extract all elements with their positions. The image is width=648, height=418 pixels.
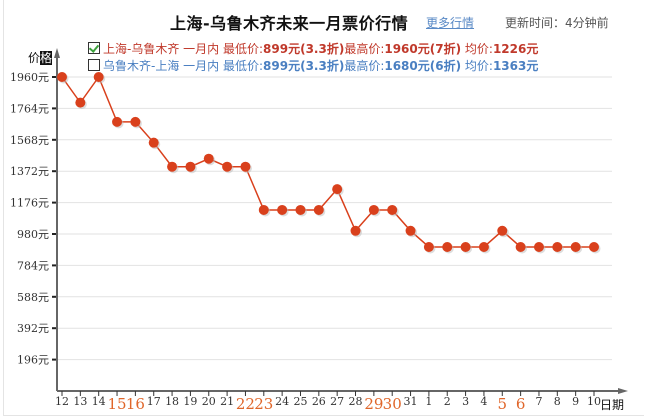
max-value: 1960元(7折)	[384, 42, 462, 56]
chart-title: 上海-乌鲁木齐未来一月票价行情	[170, 14, 409, 33]
x-tick-label: 15	[107, 395, 126, 413]
data-point[interactable]	[130, 116, 141, 127]
y-tick-label: 588元	[17, 291, 49, 304]
data-point[interactable]	[423, 241, 434, 252]
data-point[interactable]	[515, 241, 526, 252]
x-tick-label: 13	[73, 395, 87, 408]
x-tick-label: 2	[444, 395, 451, 408]
x-tick-label: 9	[572, 395, 579, 408]
update-time: 更新时间：4分钟前	[505, 16, 609, 30]
data-point[interactable]	[203, 153, 214, 164]
x-tick-label: 12	[55, 395, 69, 408]
legend-checkbox-return[interactable]	[88, 59, 100, 71]
data-point[interactable]	[497, 225, 508, 236]
legend-route: 乌鲁木齐-上海 一月内	[103, 59, 220, 73]
max-value: 1680元(6折)	[384, 59, 462, 73]
data-point[interactable]	[277, 204, 288, 215]
data-point[interactable]	[93, 72, 104, 82]
x-tick-label: 24	[275, 395, 289, 408]
x-axis-label: 日期	[600, 398, 625, 412]
x-tick-label: 29	[364, 395, 383, 413]
x-tick-label: 22	[236, 395, 255, 413]
y-axis-label: 价格	[28, 51, 53, 65]
x-axis-arrow-icon	[618, 388, 628, 394]
y-tick-label: 196元	[17, 354, 49, 367]
y-tick-label: 1372元	[10, 165, 49, 178]
y-tick-label: 1960元	[10, 71, 49, 84]
data-point[interactable]	[222, 161, 233, 172]
x-tick-label: 31	[404, 395, 418, 408]
min-label: 最低价:	[222, 59, 264, 73]
x-tick-label: 1	[425, 395, 432, 408]
max-label: 最高价:	[344, 59, 385, 73]
x-tick-label: 21	[220, 395, 234, 408]
data-point[interactable]	[57, 72, 67, 82]
avg-value: 1226元	[492, 42, 539, 56]
x-tick-label: 26	[312, 395, 326, 408]
data-point[interactable]	[368, 204, 379, 215]
avg-label: 均价:	[464, 42, 493, 56]
legend-checkbox-outbound[interactable]	[88, 42, 100, 54]
x-tick-label: 4	[480, 395, 487, 408]
data-point[interactable]	[112, 116, 123, 127]
data-point[interactable]	[442, 241, 453, 252]
data-point[interactable]	[533, 241, 544, 252]
x-tick-label: 18	[165, 395, 179, 408]
x-tick-label: 28	[349, 395, 363, 408]
x-tick-label: 19	[183, 395, 197, 408]
x-tick-label: 20	[202, 395, 216, 408]
avg-value: 1363元	[492, 59, 539, 73]
legend-item-outbound: 上海-乌鲁木齐 一月内 最低价:899元(3.3折)最高价:1960元(7折) …	[88, 40, 538, 57]
data-point[interactable]	[258, 204, 269, 215]
x-tick-label: 7	[535, 395, 542, 408]
max-label: 最高价:	[344, 42, 385, 56]
y-tick-label: 1764元	[10, 102, 49, 115]
x-tick-label: 30	[383, 395, 402, 413]
y-tick-label: 784元	[17, 259, 49, 272]
data-point[interactable]	[185, 161, 196, 172]
y-tick-label: 1568元	[10, 134, 49, 147]
series-line	[61, 75, 594, 248]
y-tick-label: 392元	[17, 322, 49, 335]
x-tick-label: 8	[554, 395, 561, 408]
legend-route: 上海-乌鲁木齐 一月内	[103, 42, 220, 56]
y-axis-arrow-icon	[54, 48, 60, 58]
data-point[interactable]	[387, 204, 398, 215]
chart-frame	[3, 0, 644, 416]
data-point[interactable]	[167, 161, 178, 172]
data-point[interactable]	[332, 184, 343, 195]
x-tick-label: 10	[587, 395, 601, 408]
x-tick-label: 16	[126, 395, 145, 413]
more-trends-link[interactable]: 更多行情	[426, 16, 475, 30]
min-value: 899元(3.3折)	[263, 42, 345, 56]
y-tick-label: 1176元	[10, 197, 49, 210]
avg-label: 均价:	[464, 59, 493, 73]
x-tick-label: 27	[330, 395, 344, 408]
data-point[interactable]	[589, 241, 599, 252]
x-tick-label: 14	[92, 395, 106, 408]
x-tick-label: 23	[254, 395, 273, 413]
x-tick-label: 25	[293, 395, 307, 408]
data-point[interactable]	[460, 241, 471, 252]
min-label: 最低价:	[222, 42, 264, 56]
data-point[interactable]	[313, 204, 324, 215]
y-tick-label: 980元	[17, 228, 49, 241]
data-point[interactable]	[405, 225, 416, 236]
x-tick-label: 5	[498, 395, 508, 413]
data-point[interactable]	[295, 204, 306, 215]
data-point[interactable]	[240, 161, 251, 172]
data-point[interactable]	[478, 241, 489, 252]
data-point[interactable]	[148, 137, 159, 148]
x-tick-label: 6	[516, 395, 526, 413]
data-point[interactable]	[552, 241, 563, 252]
data-point[interactable]	[570, 241, 581, 252]
data-point[interactable]	[75, 97, 86, 108]
x-tick-label: 3	[462, 395, 469, 408]
data-point[interactable]	[350, 225, 361, 236]
x-tick-label: 17	[147, 395, 161, 408]
legend-item-return: 乌鲁木齐-上海 一月内 最低价:899元(3.3折)最高价:1680元(6折) …	[88, 57, 538, 74]
min-value: 899元(3.3折)	[263, 59, 345, 73]
